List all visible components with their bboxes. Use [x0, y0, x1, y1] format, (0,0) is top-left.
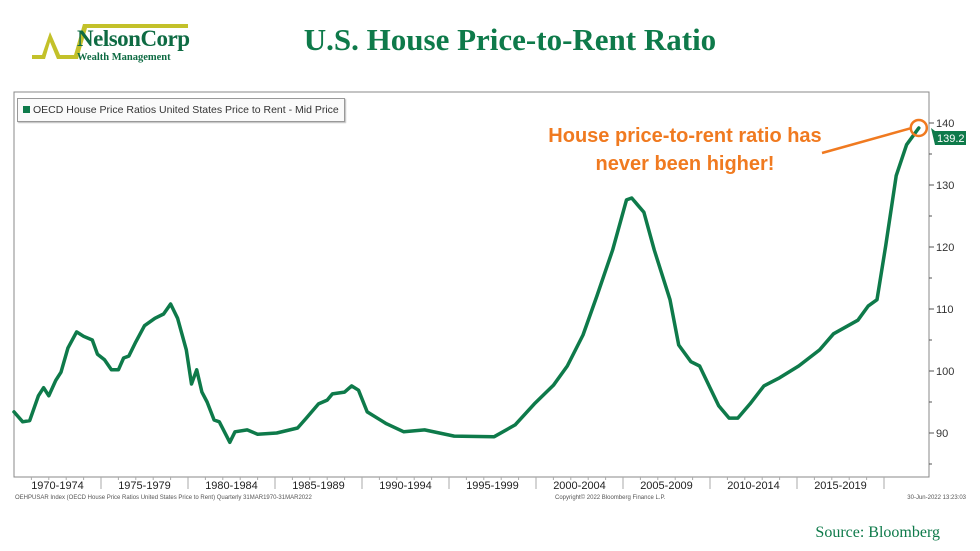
y-tick-label: 100	[936, 366, 954, 378]
y-tick-label: 110	[936, 304, 954, 316]
legend-swatch	[23, 106, 30, 113]
x-tick-label: 2015-2019	[814, 480, 867, 492]
footer-right: 30-Jun-2022 13:23:03	[907, 495, 966, 501]
x-tick-label: 1985-1989	[292, 480, 345, 492]
x-tick-label: 1980-1984	[205, 480, 258, 492]
x-tick-label: 1975-1979	[118, 480, 171, 492]
page-title: U.S. House Price-to-Rent Ratio	[303, 22, 717, 57]
last-value-tag	[931, 127, 966, 145]
logo-subtitle: Wealth Management	[77, 52, 171, 63]
annotation: House price-to-rent ratio has never been…	[548, 125, 822, 175]
legend-label: OECD House Price Ratios United States Pr…	[33, 104, 339, 116]
plot-area	[13, 91, 930, 478]
annotation-circle	[909, 118, 929, 138]
x-tick-label: 2000-2004	[553, 480, 606, 492]
y-tick-label: 140	[936, 118, 954, 130]
x-tick-label: 2005-2009	[640, 480, 693, 492]
x-tick-label: 1970-1974	[31, 480, 84, 492]
annotation-arrow	[821, 126, 913, 155]
footer-left: OEHPUSAR Index (OECD House Price Ratios …	[15, 495, 312, 501]
source: Source: Bloomberg	[815, 524, 940, 541]
y-tick-label: 130	[936, 180, 954, 192]
series-line	[12, 126, 921, 445]
logo-name: NelsonCorp	[77, 26, 190, 51]
legend: OECD House Price Ratios United States Pr…	[17, 98, 345, 122]
y-tick-label: 120	[936, 242, 954, 254]
logo: NelsonCorp Wealth Management	[30, 18, 200, 63]
x-tick-label: 2010-2014	[727, 480, 780, 492]
logo-mark	[32, 24, 188, 59]
y-tick-label: 90	[936, 428, 948, 440]
last-value-label: 139.2	[937, 133, 965, 145]
x-tick-label: 1990-1994	[379, 480, 432, 492]
footer-center: Copyright© 2022 Bloomberg Finance L.P.	[555, 495, 666, 501]
x-tick-label: 1995-1999	[466, 480, 519, 492]
